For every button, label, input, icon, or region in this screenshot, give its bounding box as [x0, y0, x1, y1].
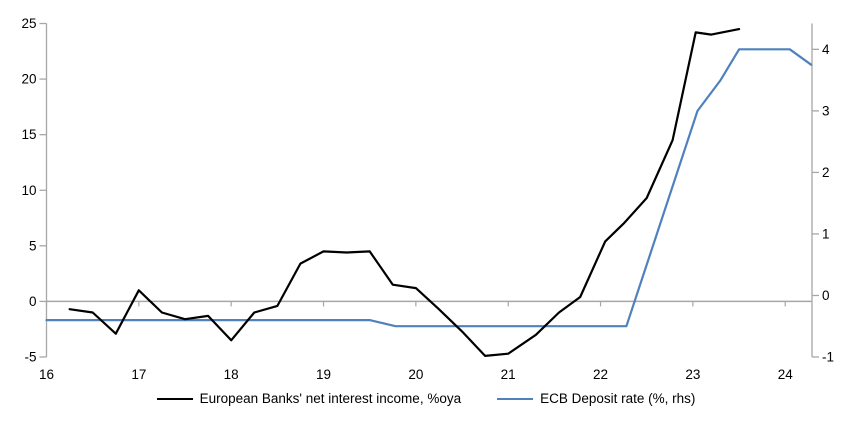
right-axis-tick-label: 4 — [822, 42, 830, 57]
x-axis-tick-label: 18 — [224, 367, 239, 382]
nii-line — [68, 28, 741, 357]
legend-item-ecb: ECB Deposit rate (%, rhs) — [497, 391, 695, 406]
right-axis-tick-label: 0 — [822, 288, 830, 303]
chart-legend: European Banks' net interest income, %oy… — [0, 391, 852, 406]
left-axis-tick-label: 5 — [29, 238, 37, 253]
right-axis-tick-label: 1 — [822, 226, 830, 241]
ecb-line-swatch-icon — [497, 397, 534, 400]
x-axis-tick-label: 16 — [39, 367, 54, 382]
ecb-deposit-rate-line — [45, 48, 813, 328]
left-axis-tick-label: 10 — [21, 183, 36, 198]
x-axis-tick-label: 22 — [593, 367, 608, 382]
x-axis-tick-label: 21 — [501, 367, 516, 382]
ecb-legend-label: ECB Deposit rate (%, rhs) — [540, 391, 696, 406]
right-axis-tick-label: 3 — [822, 103, 830, 118]
left-axis-tick-label: 0 — [29, 294, 37, 309]
left-axis-tick-label: 15 — [21, 127, 36, 142]
right-axis-tick-label: -1 — [822, 350, 834, 365]
left-axis-tick-label: -5 — [24, 350, 36, 365]
left-axis-tick-label: 25 — [21, 16, 36, 31]
x-axis-tick-label: 23 — [685, 367, 700, 382]
x-axis-tick-label: 20 — [408, 367, 423, 382]
x-axis-tick-label: 24 — [778, 367, 794, 382]
legend-item-nii: European Banks' net interest income, %oy… — [156, 391, 462, 406]
right-axis-tick-label: 2 — [822, 165, 830, 180]
nii-legend-label: European Banks' net interest income, %oy… — [199, 391, 462, 406]
x-axis-tick-label: 17 — [131, 367, 146, 382]
left-axis-tick-label: 20 — [21, 72, 36, 87]
nii-line-swatch-icon — [156, 397, 193, 400]
x-axis-tick-label: 19 — [316, 367, 331, 382]
